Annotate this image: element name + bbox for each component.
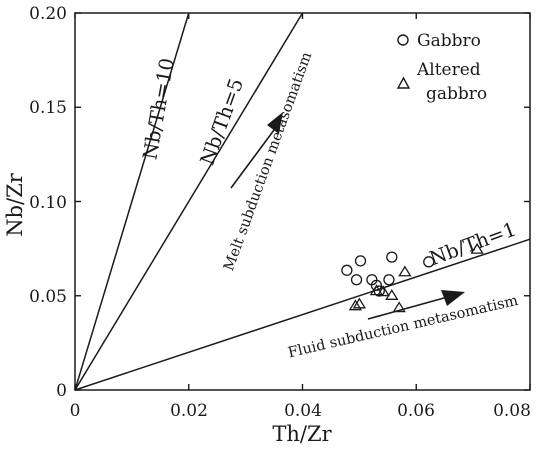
altered-gabbro-point bbox=[376, 285, 390, 297]
data-points bbox=[341, 242, 484, 313]
legend-gabbro-label: Gabbro bbox=[417, 31, 481, 51]
legend-altered-gabbro-line1: Altered bbox=[416, 60, 481, 80]
legend-gabbro-marker bbox=[397, 34, 409, 46]
legend-altered-gabbro-label: Altered gabbro bbox=[416, 60, 487, 104]
gabbro-point bbox=[383, 274, 395, 286]
ref-line-1 bbox=[74, 238, 531, 391]
gabbro-point bbox=[354, 255, 367, 267]
x-axis-title: Th/Zr bbox=[272, 422, 332, 446]
y-tick-label: 0.05 bbox=[29, 287, 67, 307]
x-tick-label: 0.02 bbox=[170, 401, 208, 421]
y-tick-label: 0.20 bbox=[29, 4, 67, 24]
altered-gabbro-point bbox=[352, 297, 367, 309]
ref-line-label: Nb/Th=10 bbox=[138, 56, 179, 161]
y-tick-label: 0 bbox=[56, 381, 67, 401]
ref-line-label: Nb/Th=5 bbox=[196, 75, 249, 168]
legend-altered-gabbro-marker bbox=[396, 76, 411, 89]
x-tick-label: 0.04 bbox=[284, 401, 322, 421]
legend-altered-gabbro-line2: gabbro bbox=[426, 84, 487, 104]
fluid-arrow bbox=[367, 290, 465, 320]
reference-lines bbox=[74, 12, 531, 391]
y-tick-label: 0.15 bbox=[29, 98, 67, 118]
ref-line-5 bbox=[74, 12, 304, 391]
fluid-annotation: Fluid subduction metasomatism bbox=[287, 293, 520, 362]
x-tick-label: 0.08 bbox=[493, 401, 531, 421]
legend: Gabbro Altered gabbro bbox=[396, 31, 487, 104]
altered-gabbro-point bbox=[470, 242, 484, 254]
ref-line-10 bbox=[74, 12, 190, 391]
gabbro-point bbox=[341, 264, 353, 276]
x-tick-label: 0.06 bbox=[397, 401, 435, 421]
gabbro-point bbox=[423, 256, 435, 268]
y-tick-label: 0.10 bbox=[29, 193, 67, 213]
altered-gabbro-point bbox=[348, 299, 363, 311]
altered-gabbro-point bbox=[385, 289, 399, 300]
x-tick-label: 0 bbox=[70, 401, 81, 421]
altered-gabbro-point bbox=[369, 284, 384, 296]
y-axis-title: Nb/Zr bbox=[3, 172, 27, 236]
axis-ticks bbox=[74, 12, 531, 391]
ref-line-label: Nb/Th=1 bbox=[426, 218, 519, 271]
melt-arrow bbox=[230, 112, 283, 189]
altered-gabbro-point bbox=[392, 301, 406, 313]
gabbro-point bbox=[370, 279, 383, 292]
gabbro-point bbox=[350, 274, 363, 286]
altered-gabbro-point bbox=[398, 265, 412, 277]
gabbro-point bbox=[386, 251, 398, 263]
